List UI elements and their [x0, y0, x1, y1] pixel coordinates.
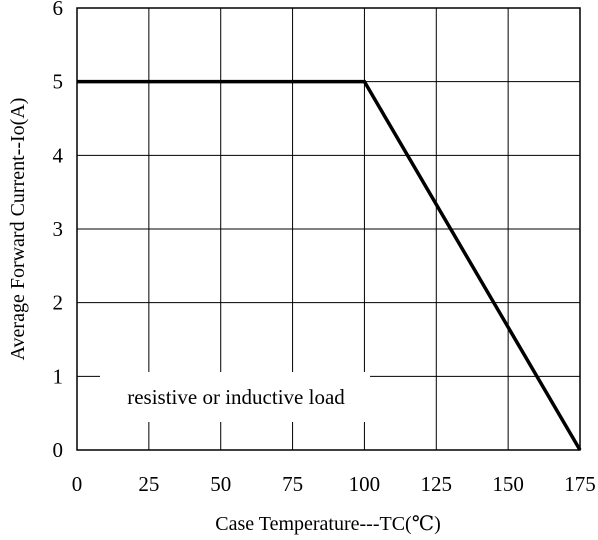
annotation-box-layer — [100, 372, 370, 422]
y-tick-label: 1 — [53, 364, 64, 388]
y-tick-label: 0 — [53, 438, 64, 462]
x-tick-label: 150 — [492, 472, 524, 496]
x-tick-label: 100 — [349, 472, 381, 496]
derating-curve — [77, 79, 582, 451]
x-tick-label: 50 — [210, 472, 231, 496]
x-tick-label: 0 — [72, 472, 83, 496]
x-tick-label: 75 — [282, 472, 303, 496]
y-tick-label: 3 — [53, 217, 64, 241]
x-tick-label: 125 — [421, 472, 453, 496]
y-tick-label: 6 — [53, 0, 64, 20]
plot-frame — [76, 7, 581, 451]
x-tick-labels: 0 25 50 75 100 125 150 175 — [72, 472, 596, 496]
y-axis-title: Average Forward Current--Io(A) — [7, 98, 29, 361]
y-tick-label: 2 — [53, 291, 64, 315]
annotation-background — [100, 372, 370, 422]
series-layer — [77, 79, 582, 451]
plot-border — [76, 7, 581, 451]
x-axis-title: Case Temperature---TC(℃) — [215, 513, 441, 535]
y-tick-labels: 0 1 2 3 4 5 6 — [53, 0, 64, 462]
x-tick-label: 175 — [564, 472, 596, 496]
annotation-label: resistive or inductive load — [127, 385, 345, 409]
y-tick-label: 4 — [53, 143, 64, 167]
x-tick-label: 25 — [138, 472, 159, 496]
y-tick-label: 5 — [53, 70, 64, 94]
